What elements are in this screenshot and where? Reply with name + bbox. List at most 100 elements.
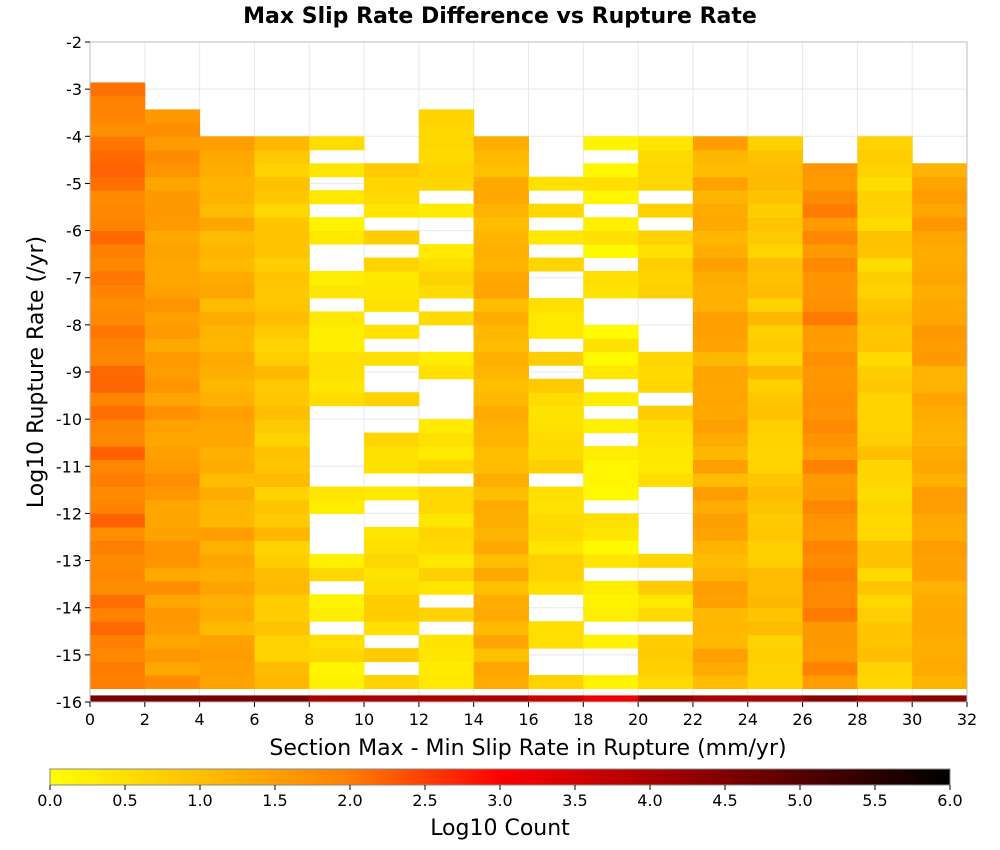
heatmap-cell-bottom <box>638 695 694 702</box>
heatmap-cell <box>857 351 913 366</box>
x-axis-ticks: 0 2 4 6 8 10 12 14 16 18 20 22 24 26 28 30 32 <box>85 702 977 729</box>
heatmap-cell <box>144 634 201 649</box>
heatmap-cell <box>912 257 968 272</box>
heatmap-cell <box>583 324 639 339</box>
heatmap-cell <box>364 486 420 501</box>
heatmap-cell <box>692 432 749 447</box>
heatmap-cell <box>912 621 968 636</box>
heatmap-cell <box>90 378 146 393</box>
heatmap-cell <box>747 621 804 636</box>
heatmap-cell <box>309 271 365 285</box>
heatmap-cell <box>747 634 804 649</box>
x-tick-label: 30 <box>902 710 922 729</box>
heatmap-cell <box>199 338 255 353</box>
heatmap-cell <box>418 446 475 461</box>
heatmap-cell <box>692 351 749 366</box>
heatmap-cell <box>364 230 420 245</box>
heatmap-cell <box>857 244 913 259</box>
heatmap-cell <box>857 661 913 676</box>
heatmap-cell <box>309 648 365 663</box>
heatmap-cell <box>857 217 913 232</box>
heatmap-cell <box>528 351 584 366</box>
heatmap-cell <box>857 486 913 501</box>
heatmap-cell <box>144 109 201 124</box>
heatmap-cell <box>583 217 639 232</box>
heatmap-cell <box>747 244 804 259</box>
heatmap-cell-bottom <box>747 695 804 702</box>
heatmap-cell <box>802 526 858 541</box>
heatmap-cell <box>473 526 529 541</box>
y-tick-label: -5 <box>66 174 82 193</box>
heatmap-cell <box>199 594 255 609</box>
heatmap-cell <box>199 136 255 151</box>
heatmap-cell <box>857 190 913 205</box>
colorbar-tick-label: 4.5 <box>712 791 737 810</box>
heatmap-cell <box>309 311 365 326</box>
heatmap-cell <box>802 257 858 272</box>
heatmap-cell <box>747 351 804 366</box>
heatmap-cell <box>638 648 694 663</box>
heatmap-cell <box>638 136 694 151</box>
heatmap-cell <box>857 149 913 164</box>
heatmap-cell <box>638 257 694 272</box>
x-tick-label: 18 <box>573 710 593 729</box>
heatmap-cell <box>254 459 310 474</box>
y-tick-label: -7 <box>66 269 82 288</box>
x-tick-label: 2 <box>140 710 150 729</box>
heatmap-cell <box>692 446 749 461</box>
heatmap-cell <box>692 163 749 178</box>
heatmap-cell <box>747 594 804 609</box>
heatmap-cell <box>857 203 913 218</box>
heatmap-cell <box>912 419 968 434</box>
heatmap-cell <box>418 351 475 366</box>
heatmap-cell <box>418 607 475 622</box>
heatmap-cell <box>528 486 584 501</box>
heatmap-cell <box>144 567 201 582</box>
heatmap-cell-bottom <box>254 695 310 702</box>
heatmap-cell <box>90 446 146 461</box>
heatmap-cell <box>583 176 639 191</box>
heatmap-cell <box>364 580 420 595</box>
colorbar-tick-label: 1.0 <box>187 791 212 810</box>
heatmap-cell <box>802 486 858 501</box>
heatmap-cell <box>692 365 749 380</box>
heatmap-cell <box>802 163 858 178</box>
heatmap-cell <box>418 365 475 380</box>
heatmap-cell <box>747 378 804 393</box>
heatmap-cell <box>912 580 968 595</box>
heatmap-cell <box>747 580 804 595</box>
heatmap-cell <box>747 311 804 326</box>
colorbar-tick-label: 2.0 <box>337 791 362 810</box>
heatmap-cell <box>144 392 201 407</box>
heatmap-cell <box>692 136 749 151</box>
heatmap-cell <box>199 473 255 488</box>
heatmap-cell <box>254 257 310 272</box>
heatmap-cell <box>144 324 201 339</box>
heatmap-cell-bottom <box>583 695 639 702</box>
heatmap-cell <box>528 634 584 649</box>
heatmap-cell <box>90 567 146 582</box>
heatmap-cell <box>90 244 146 259</box>
heatmap-cell <box>144 257 201 272</box>
x-tick-label: 32 <box>957 710 977 729</box>
heatmap-cell <box>199 378 255 393</box>
heatmap-cell <box>144 580 201 595</box>
heatmap-cell <box>583 580 639 595</box>
colorbar <box>49 768 951 786</box>
heatmap-cell <box>912 540 968 555</box>
heatmap-cell <box>638 553 694 568</box>
x-tick-label: 6 <box>249 710 259 729</box>
heatmap-cell <box>802 405 858 420</box>
heatmap-cell <box>364 675 420 690</box>
heatmap-cell <box>309 607 365 622</box>
heatmap-cell <box>857 405 913 420</box>
heatmap-cell <box>473 217 529 232</box>
heatmap-cell <box>692 419 749 434</box>
heatmap-cell <box>747 338 804 353</box>
heatmap-cell <box>857 136 913 151</box>
heatmap-cell <box>364 284 420 299</box>
heatmap-cell <box>802 675 858 690</box>
heatmap-cell <box>364 324 420 339</box>
heatmap-cell <box>90 217 146 232</box>
heatmap-cell <box>528 378 584 393</box>
